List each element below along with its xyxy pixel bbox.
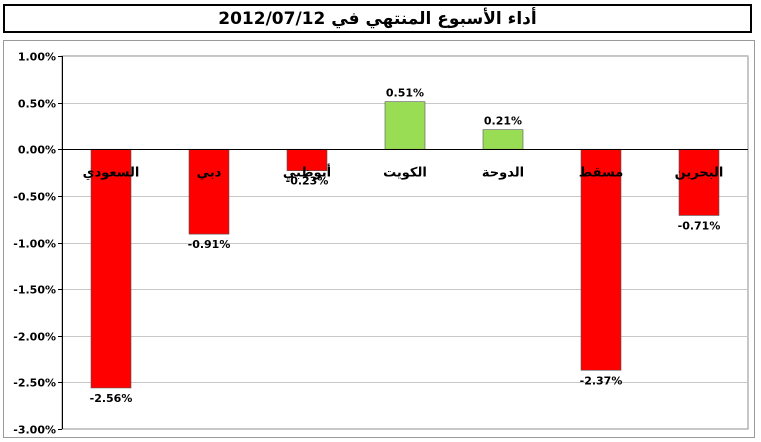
y-tick-label: -1.50% — [13, 284, 56, 297]
category-label: البحرين — [675, 165, 724, 180]
bar-2 — [188, 148, 230, 235]
y-tick-label: -1.00% — [13, 238, 56, 251]
bar-5 — [482, 129, 524, 150]
bar-6 — [580, 148, 622, 371]
bar-7 — [678, 148, 720, 216]
chart-title: أداء الأسبوع المنتهي في 2012/07/12 — [218, 8, 537, 29]
bar-1 — [90, 148, 132, 389]
data-label: -0.71% — [678, 219, 721, 232]
y-tick-label: -3.00% — [13, 424, 56, 437]
y-tick-label: 0.50% — [18, 98, 56, 111]
bar-4 — [384, 101, 426, 150]
category-label: الكويت — [383, 165, 427, 180]
category-label: مسقط — [579, 165, 624, 180]
data-label: -0.23% — [286, 175, 329, 188]
y-tick-label: -0.50% — [13, 191, 56, 204]
y-tick-label: -2.00% — [13, 331, 56, 344]
category-label: دبي — [197, 165, 222, 180]
data-label: 0.51% — [386, 87, 424, 100]
data-label: -2.56% — [90, 392, 133, 405]
chart-title-box: أداء الأسبوع المنتهي في 2012/07/12 — [3, 4, 752, 33]
y-tick-label: 1.00% — [18, 51, 56, 64]
category-label: السعودي — [83, 165, 140, 180]
y-tick-label: -2.50% — [13, 377, 56, 390]
data-label: -0.91% — [188, 238, 231, 251]
y-tick-label: 0.00% — [18, 144, 56, 157]
data-label: 0.21% — [484, 115, 522, 128]
category-label: الدوحة — [482, 165, 524, 180]
category-label: أبوظبي — [283, 163, 331, 180]
data-label: -2.37% — [580, 374, 623, 387]
